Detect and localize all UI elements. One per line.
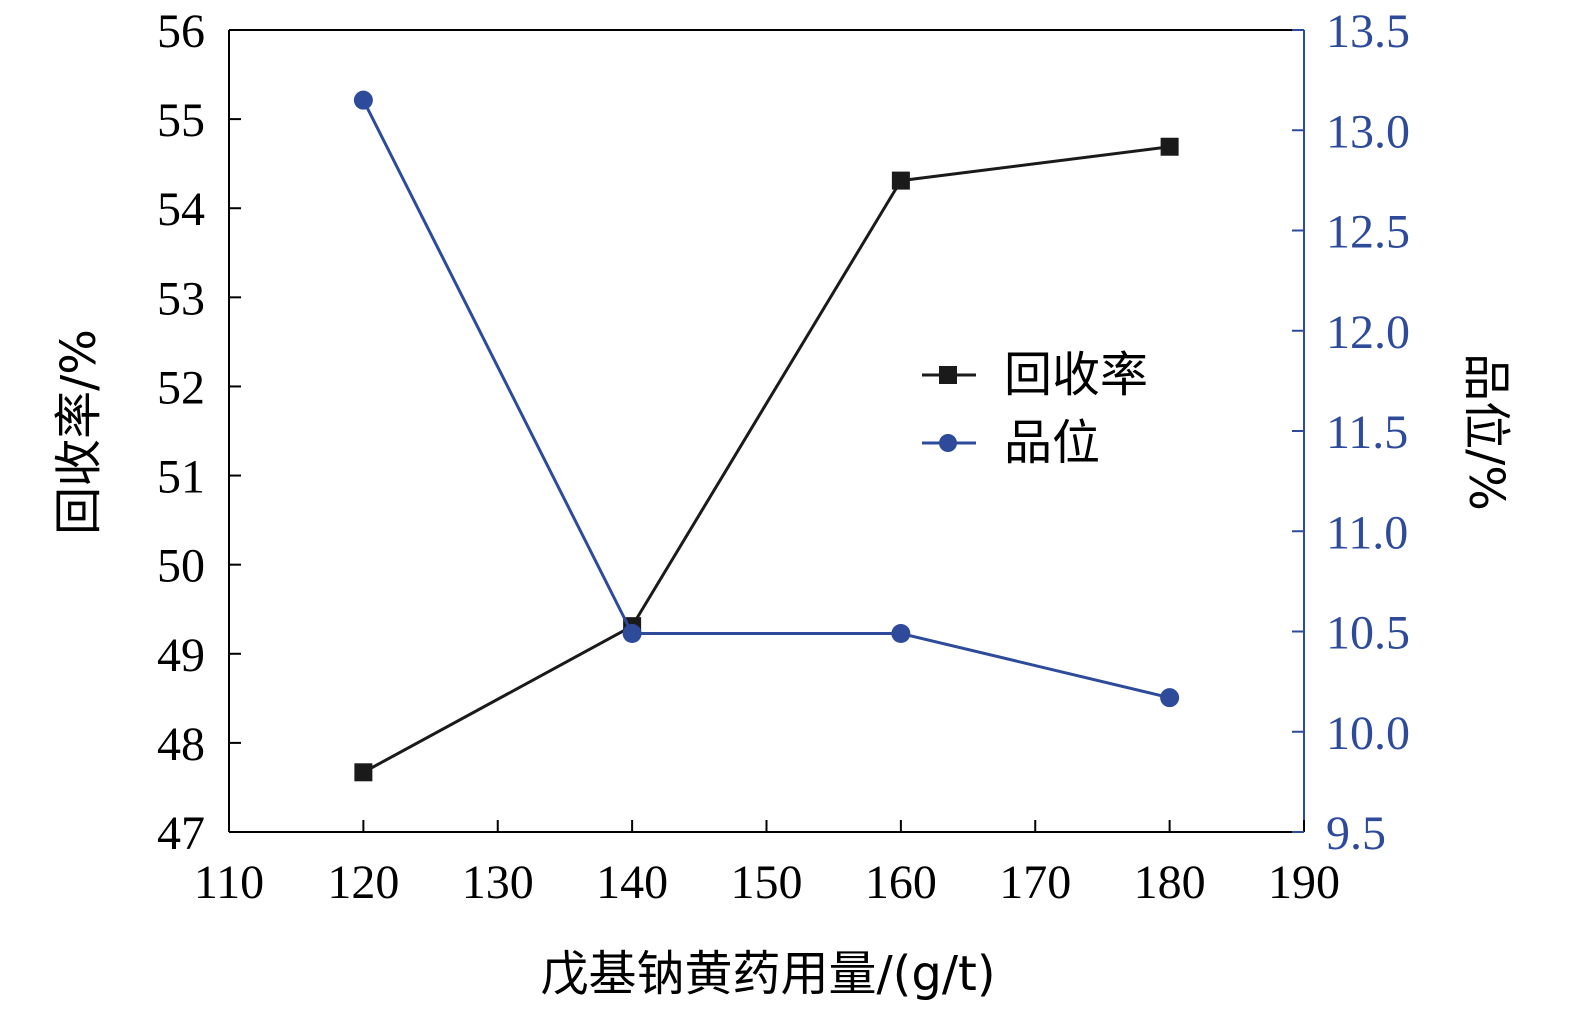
y-tick-label-left: 56 [157,5,205,58]
legend-label-recovery: 回收率 [1004,347,1148,403]
x-tick-label: 110 [194,856,264,909]
data-point-recovery [354,763,373,782]
x-axis-title: 戊基钠黄药用量/(g/t) [540,946,995,1002]
data-point-recovery [1160,137,1179,156]
y-tick-label-left: 49 [157,629,205,682]
x-tick-label: 130 [462,856,534,909]
x-tick-label: 190 [1268,856,1340,909]
legend-marker-grade [939,434,957,452]
data-point-grade [622,624,642,644]
data-point-grade [353,90,373,110]
y-tick-label-right: 12.0 [1326,306,1410,359]
y-tick-label-left: 47 [157,807,205,860]
x-tick-label: 180 [1134,856,1206,909]
y-tick-label-left: 51 [157,451,205,504]
series-line-recovery [362,145,1170,774]
x-tick-label: 120 [327,856,399,909]
legend: 回收率 品位 [922,347,1148,471]
y-tick-label-left: 48 [157,718,205,771]
y-tick-label-right: 13.0 [1326,105,1410,158]
y-tick-label-right: 10.5 [1326,607,1410,660]
x-tick-label: 140 [596,856,668,909]
y-tick-label-right: 11.5 [1326,406,1408,459]
y-tick-label-left: 52 [157,361,205,414]
y-tick-label-right: 9.5 [1326,807,1386,860]
data-point-grade [1160,688,1180,708]
y-axis-title-right: 品位/% [1458,353,1514,511]
y-tick-label-right: 11.0 [1326,506,1408,559]
data-point-grade [891,624,911,644]
y-tick-label-left: 53 [157,272,205,325]
x-tick-label: 150 [731,856,803,909]
series-line-grade [362,99,1170,700]
axes: 110 120 130 140 150 160 170 180 190 47 48 49 50 51 52 5… [157,5,1410,909]
y-tick-label-right: 13.5 [1326,5,1410,58]
legend-label-grade: 品位 [1004,415,1100,471]
y-tick-label-left: 55 [157,94,205,147]
data-point-recovery [891,171,910,190]
y-tick-label-left: 54 [157,183,205,236]
legend-marker-recovery [939,366,957,384]
x-tick-label: 170 [999,856,1071,909]
y-tick-label-left: 50 [157,540,205,593]
x-tick-label: 160 [865,856,937,909]
y-axis-title-left: 回收率/% [51,329,107,535]
series-layer [353,90,1180,782]
y-tick-label-right: 12.5 [1326,206,1410,259]
y-tick-label-right: 10.0 [1326,707,1410,760]
